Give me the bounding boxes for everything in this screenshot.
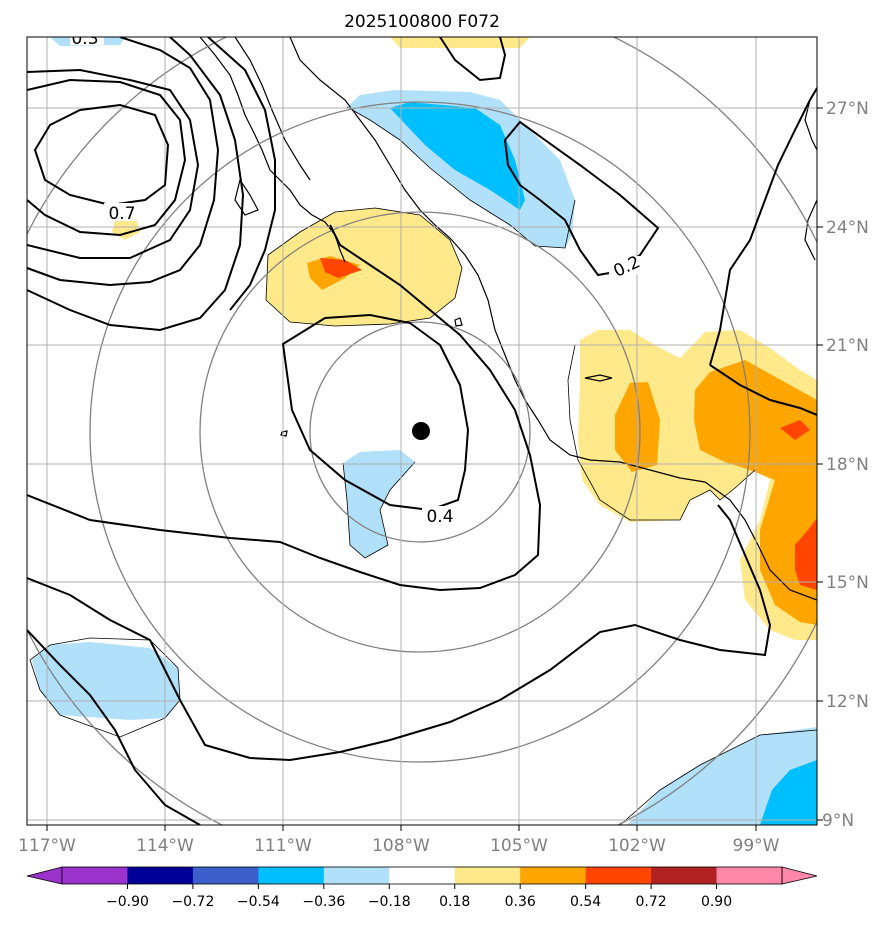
lat-label: 15°N [826,573,869,593]
strong-positive-fill [320,258,817,590]
colorbar-cell [454,867,521,884]
lon-ticks [46,825,757,831]
colorbar-cell [62,867,128,884]
strong-negative-fill [390,102,817,825]
contour-label-0-4: 0.4 [426,507,453,527]
range-rings [27,37,817,825]
colorbar-tick-label: −0.90 [106,894,149,910]
colorbar-extend-left [26,866,63,885]
lon-label: 102°W [608,836,666,856]
colorbar-cell [651,867,718,884]
storm-center-marker [412,422,430,440]
colorbar-tick-label: 0.54 [570,894,601,910]
colorbar-tick-label: 0.36 [505,894,536,910]
colorbar-cell [323,867,390,884]
colorbar-tick-label: −0.36 [302,894,345,910]
colorbar-cell [716,867,783,884]
lat-label: 12°N [826,692,869,712]
lat-label: 21°N [826,336,869,356]
contour-label-0-7: 0.7 [108,204,135,224]
colorbar: −0.90 −0.72 −0.54 −0.36 −0.18 0.18 0.36 0.54 0.7… [26,866,818,910]
map-frame [26,36,818,826]
lon-labels: 117°W 114°W 111°W 108°W 105°W 102°W 99°W [18,836,780,856]
lon-label: 105°W [490,836,548,856]
fill-outlines [29,106,817,825]
colorbar-tick-label: −0.54 [237,894,280,910]
lat-label: 27°N [826,99,869,119]
lat-label: 18°N [826,455,869,475]
colorbar-ticks: −0.90 −0.72 −0.54 −0.36 −0.18 0.18 0.36 0.54 0.7… [106,884,732,910]
lon-label: 108°W [372,836,430,856]
lat-labels: 27°N 24°N 21°N 18°N 15°N 12°N 9°N [822,99,869,831]
colorbar-extend-right [781,866,818,885]
lon-label: 99°W [733,836,780,856]
lat-label: 9°N [822,811,854,831]
colorbar-cell [258,867,325,884]
contour-label-0-3: 0.3 [71,29,98,49]
map-body: 0.3 0.7 0.2 0.4 [27,29,817,825]
colorbar-cell [585,867,652,884]
pressure-contours [27,37,817,825]
colorbar-tick-label: 0.18 [439,894,470,910]
lon-label: 111°W [254,836,312,856]
colorbar-cell [389,867,456,884]
colorbar-tick-label: −0.18 [368,894,411,910]
lon-label: 114°W [136,836,194,856]
colorbar-cells [62,867,783,884]
colorbar-cell [127,867,194,884]
lat-ticks [817,107,823,821]
colorbar-cell [192,867,259,884]
coastline [199,37,817,601]
colorbar-tick-label: 0.72 [636,894,667,910]
colorbar-tick-label: −0.72 [171,894,214,910]
map-title: 2025100800 F072 [344,12,500,32]
colorbar-tick-label: 0.90 [701,894,732,910]
lon-label: 117°W [18,836,76,856]
graticule [27,37,817,825]
colorbar-cell [520,867,587,884]
lat-label: 24°N [826,218,869,238]
